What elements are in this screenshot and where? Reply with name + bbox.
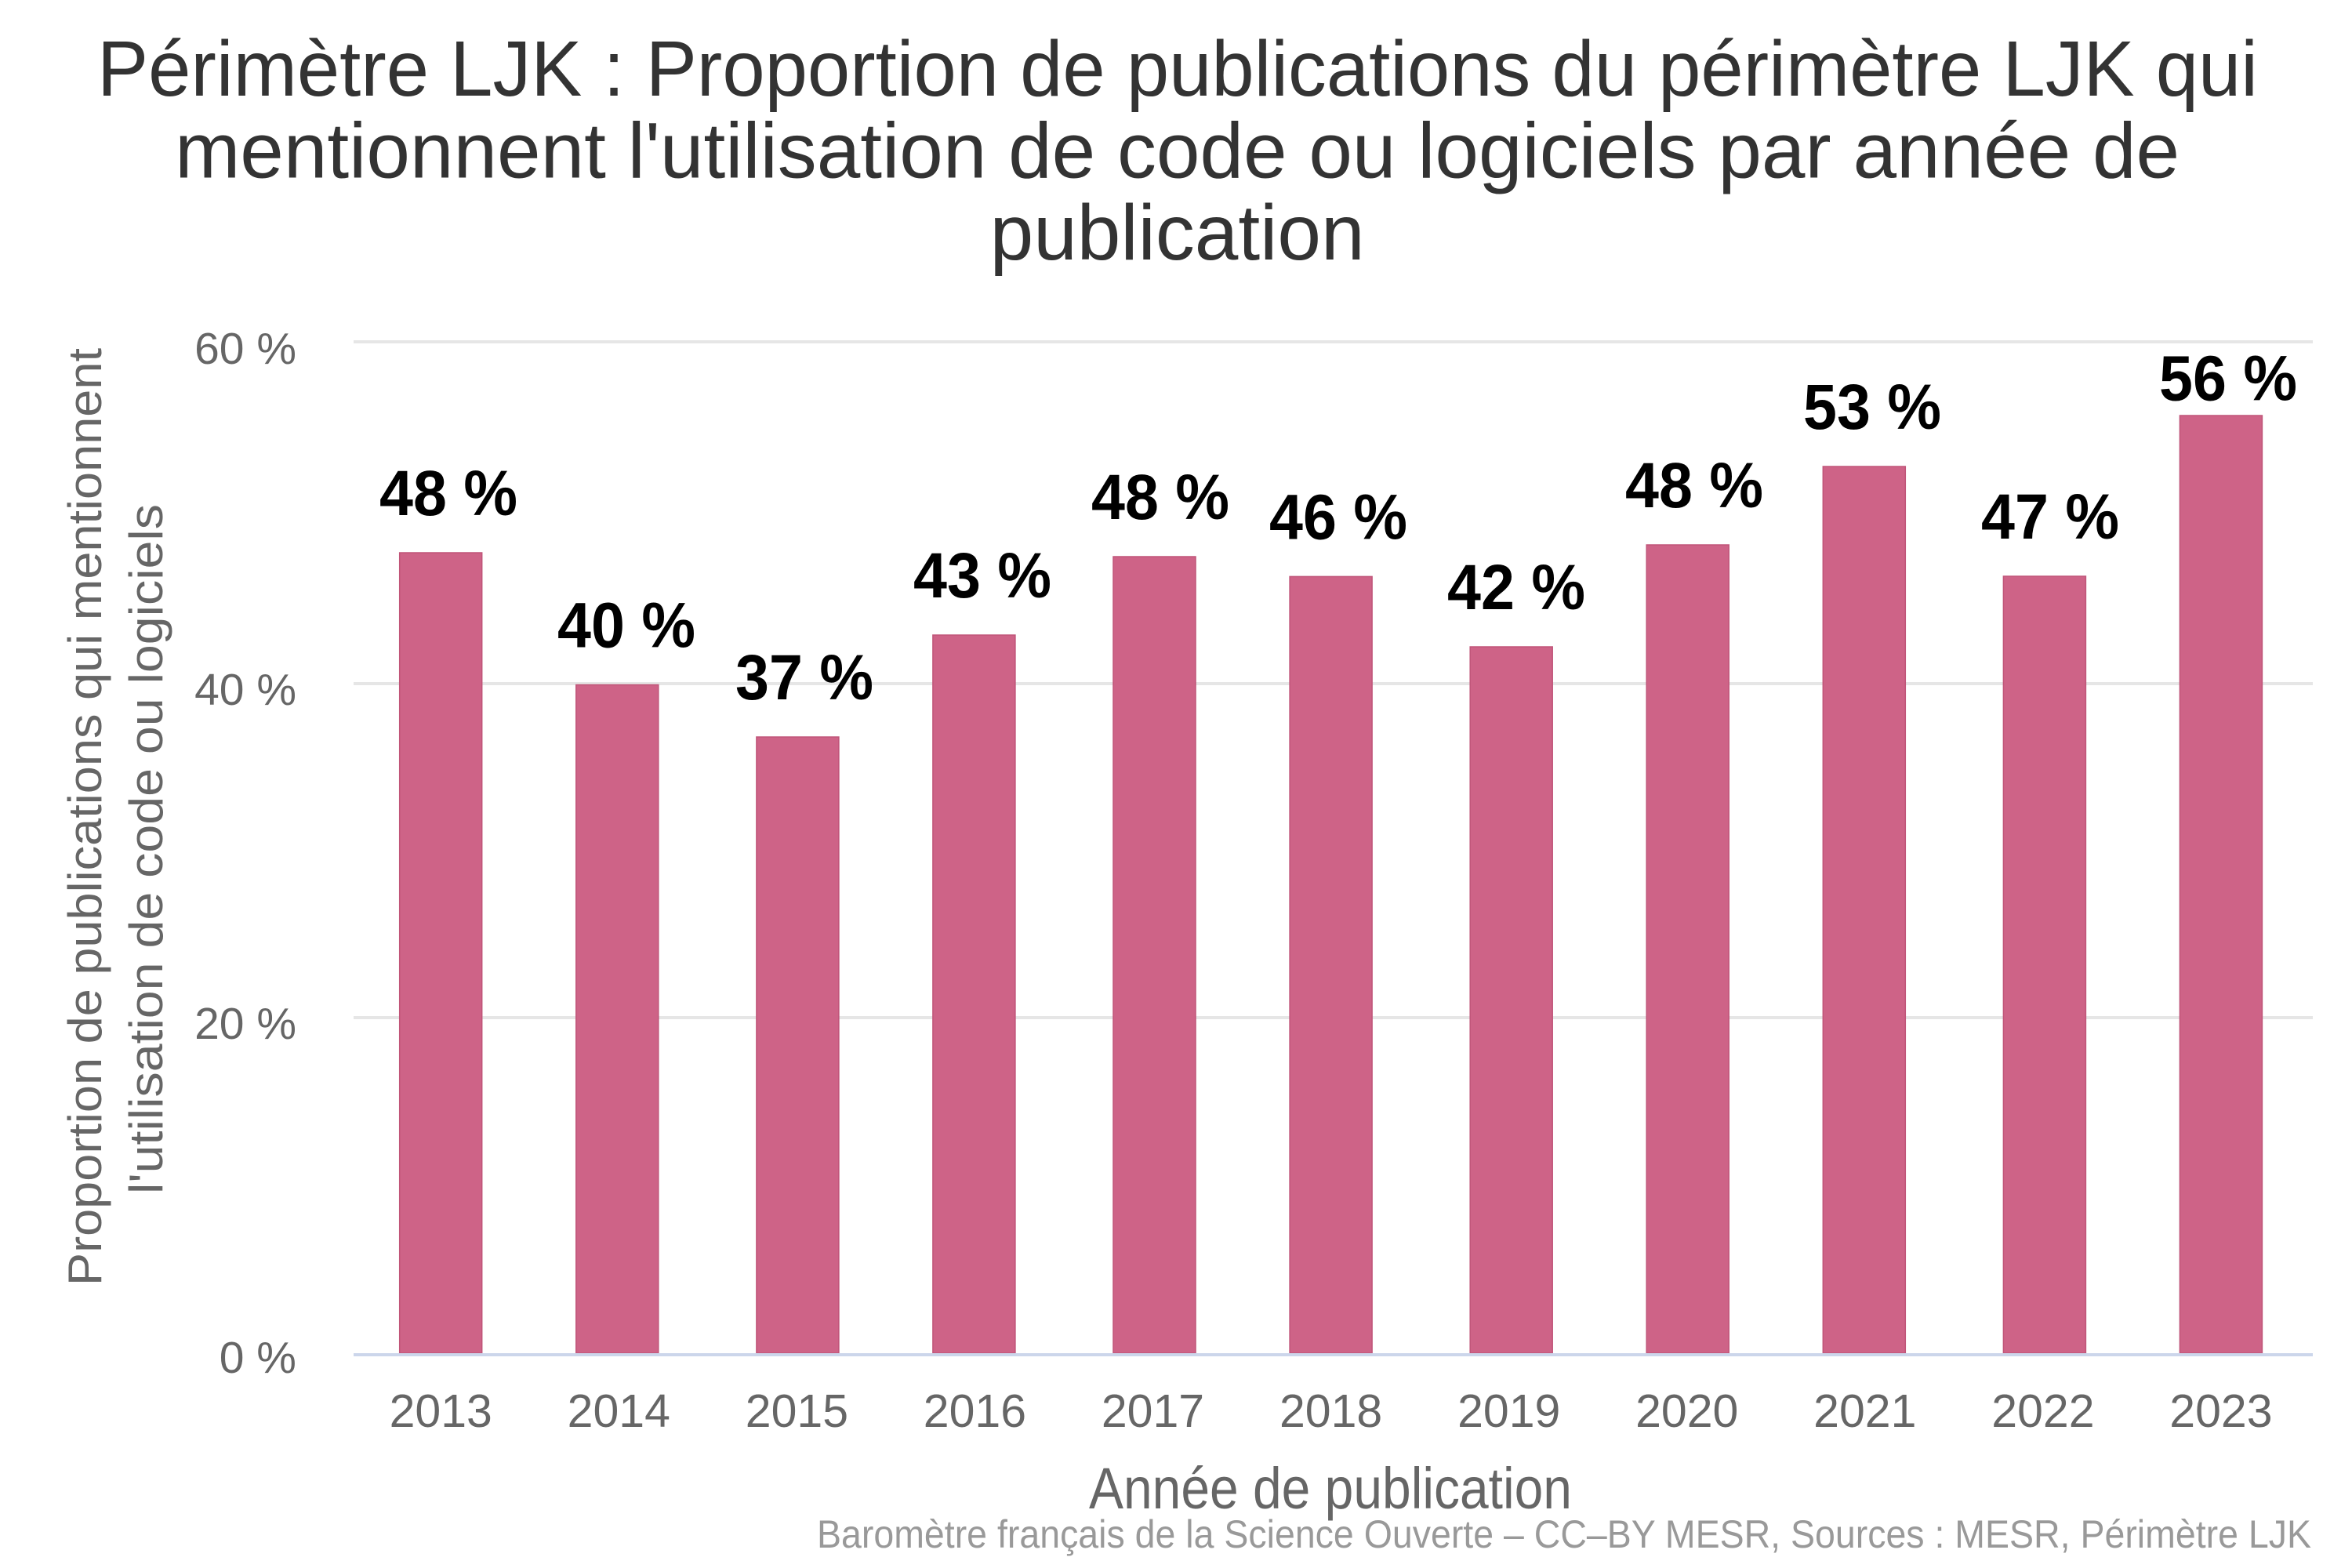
svg-text:20 %: 20 % — [194, 999, 296, 1049]
svg-text:2013: 2013 — [390, 1385, 492, 1437]
svg-text:2020: 2020 — [1635, 1385, 1738, 1437]
svg-text:40 %: 40 % — [194, 665, 296, 715]
svg-text:48 %: 48 % — [1625, 450, 1763, 521]
svg-text:0 %: 0 % — [220, 1333, 296, 1383]
svg-text:37 %: 37 % — [735, 642, 873, 713]
svg-text:2016: 2016 — [924, 1385, 1026, 1437]
svg-text:47 %: 47 % — [1981, 481, 2119, 553]
svg-text:60 %: 60 % — [194, 324, 296, 374]
svg-text:2023: 2023 — [2169, 1385, 2272, 1437]
svg-text:2017: 2017 — [1102, 1385, 1204, 1437]
svg-text:Année de publication: Année de publication — [1089, 1456, 1572, 1521]
svg-text:40 %: 40 % — [557, 590, 695, 662]
svg-text:Périmètre LJK : Proportion de: Périmètre LJK : Proportion de publicatio… — [97, 25, 2258, 113]
svg-text:2014: 2014 — [568, 1385, 670, 1437]
svg-text:l'utilisation de code ou logic: l'utilisation de code ou logiciels — [120, 504, 172, 1194]
svg-text:2019: 2019 — [1457, 1385, 1560, 1437]
svg-text:2015: 2015 — [746, 1385, 848, 1437]
svg-text:Proportion de publications qui: Proportion de publications qui mentionne… — [59, 348, 111, 1286]
svg-text:2021: 2021 — [1813, 1385, 1916, 1437]
svg-text:56 %: 56 % — [2159, 343, 2297, 415]
svg-text:48 %: 48 % — [1091, 462, 1229, 533]
svg-text:43 %: 43 % — [913, 540, 1051, 612]
svg-text:46 %: 46 % — [1269, 481, 1407, 553]
svg-text:53 %: 53 % — [1803, 372, 1941, 443]
svg-text:42 %: 42 % — [1447, 552, 1585, 623]
svg-text:2018: 2018 — [1279, 1385, 1382, 1437]
svg-text:2022: 2022 — [1991, 1385, 2094, 1437]
svg-text:publication: publication — [990, 189, 1365, 277]
svg-text:mentionnent l'utilisation de c: mentionnent l'utilisation de code ou log… — [175, 107, 2180, 195]
svg-text:48 %: 48 % — [379, 458, 517, 529]
svg-text:Baromètre français de la Scien: Baromètre français de la Science Ouverte… — [817, 1512, 2311, 1556]
